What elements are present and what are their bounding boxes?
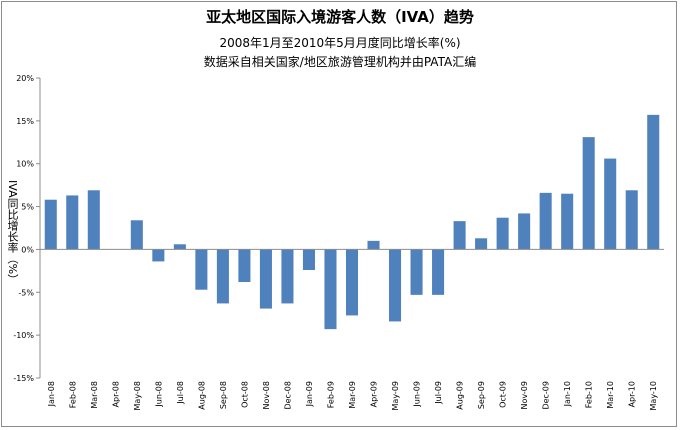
x-tick-label: Oct-09 (499, 381, 508, 408)
bar-feb-09 (324, 249, 337, 330)
y-tick-label: 20% (16, 74, 34, 83)
bar-jul-09 (432, 249, 445, 295)
chart-subtitle-period: 2008年1月至2010年5月月度同比增长率(%) (219, 36, 461, 50)
bar-may-08 (130, 220, 143, 250)
bar-jun-08 (152, 249, 165, 262)
x-tick-label: Mar-09 (348, 381, 357, 409)
bar-jan-08 (44, 199, 57, 250)
x-tick-label: Sep-08 (219, 381, 228, 409)
x-tick-label: Apr-10 (628, 381, 637, 407)
bar-dec-09 (539, 192, 552, 250)
y-tick-label: 0% (21, 245, 34, 254)
x-tick-label: Aug-08 (197, 381, 206, 410)
y-tick-label: -15% (13, 374, 34, 383)
bar-jan-09 (302, 249, 315, 270)
y-tick-label: 15% (16, 117, 34, 126)
bar-oct-08 (238, 249, 251, 282)
bar-feb-10 (582, 137, 595, 250)
x-tick-label: Jul-09 (434, 381, 443, 405)
bar-jan-10 (561, 193, 574, 250)
x-tick-label: Jun-08 (154, 381, 163, 408)
x-tick-label: Jan-10 (563, 381, 572, 407)
chart-title: 亚太地区国际入境游客人数（IVA）趋势 (206, 8, 474, 26)
x-tick-label: Nov-08 (262, 381, 271, 409)
x-tick-label: Jun-09 (413, 381, 422, 408)
bar-aug-09 (453, 221, 466, 250)
x-tick-label: Dec-08 (283, 381, 292, 410)
x-tick-label: Jan-09 (305, 381, 314, 407)
y-axis-label: IVA同比增长率（%） (6, 180, 19, 286)
bar-may-09 (389, 249, 402, 322)
y-tick-label: 10% (16, 160, 34, 169)
x-tick-label: Apr-09 (370, 381, 379, 407)
bar-may-10 (647, 114, 660, 250)
x-tick-label: Apr-08 (111, 381, 120, 407)
bar-oct-09 (496, 217, 509, 250)
bar-apr-10 (625, 190, 638, 250)
y-tick-label: 5% (21, 203, 34, 212)
x-tick-label: Jan-08 (47, 381, 56, 407)
x-tick-label: Dec-09 (542, 381, 551, 410)
x-tick-label: Oct-08 (240, 381, 249, 408)
bar-dec-08 (281, 249, 294, 304)
bar-nov-08 (259, 249, 272, 309)
y-tick-label: -5% (18, 288, 34, 297)
x-tick-label: Nov-09 (520, 381, 529, 409)
x-tick-label: Feb-10 (585, 381, 594, 408)
x-tick-label: Mar-08 (90, 381, 99, 409)
bar-aug-08 (195, 249, 208, 290)
x-tick-label: Aug-09 (456, 381, 465, 410)
x-tick-label: Sep-09 (477, 381, 486, 409)
x-tick-label: Feb-09 (326, 381, 335, 408)
x-tick-label: Jul-08 (176, 381, 185, 405)
bar-mar-08 (87, 190, 100, 250)
bar-apr-09 (367, 240, 380, 250)
bar-feb-08 (66, 195, 79, 250)
y-tick-label: -10% (13, 331, 34, 340)
x-tick-label: May-09 (391, 381, 400, 410)
bar-sep-09 (475, 238, 488, 250)
x-tick-label: Feb-08 (68, 381, 77, 408)
bar-sep-08 (216, 249, 229, 304)
bar-nov-09 (518, 213, 531, 250)
x-tick-label: Mar-10 (606, 381, 615, 409)
x-tick-label: May-08 (133, 381, 142, 410)
bar-jun-09 (410, 249, 423, 295)
bar-jul-08 (173, 244, 186, 250)
bar-mar-10 (604, 158, 617, 250)
x-tick-label: May-10 (649, 381, 658, 410)
bar-mar-09 (345, 249, 359, 316)
chart-subtitle-source: 数据采自相关国家/地区旅游管理机构并由PATA汇编 (203, 55, 477, 69)
